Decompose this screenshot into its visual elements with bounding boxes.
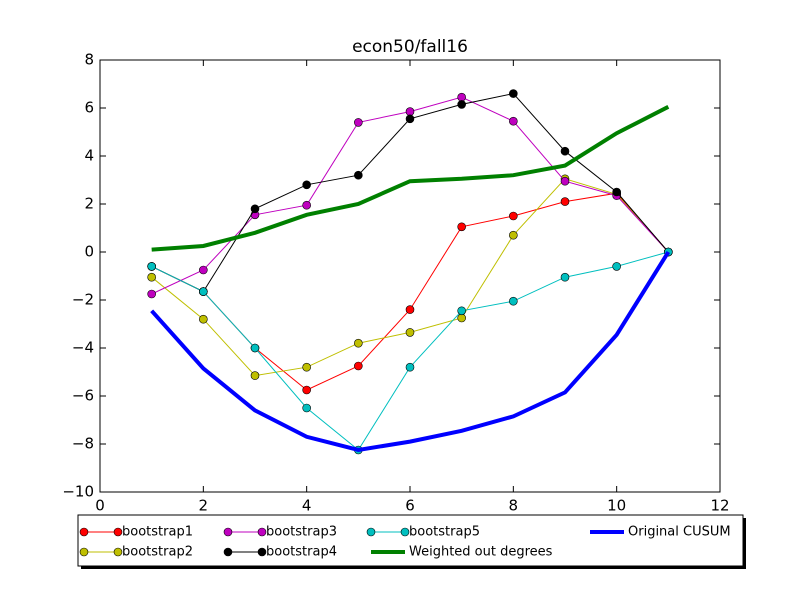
series-marker [250,343,260,353]
x-tick-label: 6 [405,497,415,515]
series-marker [354,170,363,180]
series-marker [509,116,518,126]
x-tick-label: 4 [302,497,312,515]
y-tick-label: −6 [72,387,94,405]
y-tick-label: −8 [72,435,94,453]
legend-label: Weighted out degrees [409,545,553,560]
legend-marker [113,547,123,557]
legend-marker [223,547,233,557]
series-marker [405,362,415,372]
series-line [150,250,671,453]
series-marker [560,176,570,186]
series-marker [147,289,156,299]
series-marker [457,306,466,316]
chart-title: econ50/fall16 [352,37,468,57]
series-marker [405,114,415,124]
series-marker [199,265,208,275]
series-marker [250,204,260,214]
x-tick-label: 8 [509,497,519,515]
series-marker [405,305,415,314]
series-marker [147,262,156,271]
series-marker [405,328,415,337]
series-marker [509,89,518,98]
series-marker [302,385,311,395]
legend-marker [223,527,233,537]
series-marker [250,371,260,380]
y-tick-label: 2 [84,195,94,213]
legend-box [77,514,744,567]
legend-marker [113,527,123,537]
legend-label: bootstrap1 [122,525,193,540]
series-marker [560,197,570,206]
series-marker [302,180,311,190]
legend-marker [366,527,376,537]
series-marker [457,222,466,232]
series-marker [560,146,570,156]
series-line [151,105,670,252]
legend-label: bootstrap3 [266,525,337,540]
series-marker [147,272,156,282]
series-marker [612,262,621,271]
series-marker [509,230,518,240]
series-marker [457,313,466,323]
series-marker [457,100,466,109]
x-tick-label: 10 [607,497,626,515]
series-marker [405,107,415,116]
y-tick-label: −2 [72,291,94,309]
x-tick-label: 0 [95,497,105,515]
y-tick-label: −4 [72,339,94,357]
legend-label: bootstrap2 [122,545,193,560]
series-marker [612,187,621,197]
series-marker [302,362,311,372]
series-marker [199,287,208,296]
legend-marker [257,547,267,557]
legend-marker [79,527,89,537]
series-marker [199,314,208,324]
y-tick-label: 6 [84,99,94,117]
y-tick-label: −10 [62,483,94,501]
series-marker [509,296,518,306]
series-marker [354,338,363,348]
series-marker [302,200,311,210]
x-tick-label: 12 [710,497,729,515]
series-marker [302,403,311,413]
legend-label: bootstrap4 [266,545,337,560]
series-marker [457,92,466,102]
y-tick-label: 0 [84,243,94,261]
legend-label: Original CUSUM [628,525,731,540]
y-tick-label: 4 [84,147,94,165]
legend-marker [79,547,89,557]
series-marker [354,118,363,127]
series-marker [509,211,518,221]
plot-frame [99,59,721,493]
legend-label: bootstrap5 [409,525,480,540]
series-marker [560,272,570,282]
series-marker [354,361,363,371]
legend-marker [400,527,410,537]
y-tick-label: 8 [84,51,94,69]
legend-marker [257,527,267,537]
x-tick-label: 2 [199,497,209,515]
